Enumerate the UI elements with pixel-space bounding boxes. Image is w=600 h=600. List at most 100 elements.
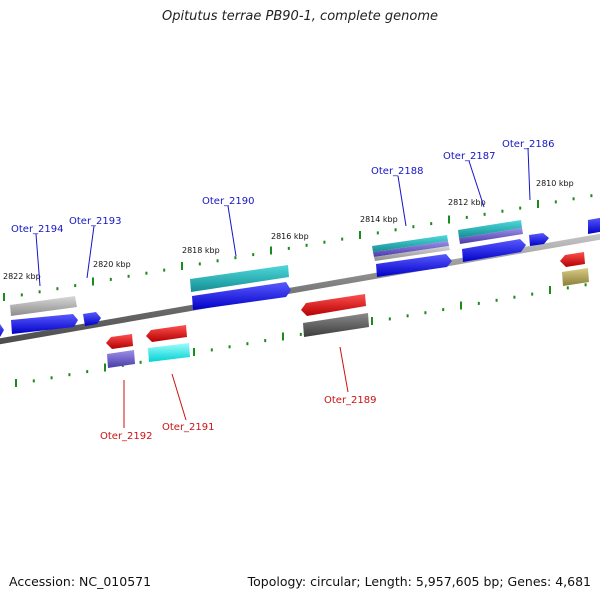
map-title: Opitutus terrae PB90-1, complete genome [161,9,439,24]
gene-oter-2186-blue[interactable] [529,233,549,246]
scale-tick [448,215,450,224]
scale-label-2812: 2812 kbp [448,198,486,207]
scale-tick [282,332,284,341]
gene-oter-2188-blue[interactable] [376,254,452,277]
genome-summary-label: Topology: circular; Length: 5,957,605 bp… [247,574,591,589]
scale-label-2820: 2820 kbp [93,260,131,269]
scale-tick [406,314,409,318]
scale-label-2810: 2810 kbp [536,179,574,188]
label-oter-2194[interactable]: Oter_2194 [11,224,64,235]
scale-tick [234,256,237,260]
scale-tick [572,197,575,201]
scale-tick [537,200,539,208]
scale-tick [388,317,391,321]
scale-tick [376,231,379,235]
scale-tick [566,286,569,290]
scale-label-2816: 2816 kbp [271,232,309,241]
gene-oter-2191-cyan[interactable] [148,343,190,362]
scale-tick [50,376,53,380]
label-oter-2192[interactable]: Oter_2192 [100,431,153,442]
gene-left-edge-blue[interactable] [0,324,4,338]
scale-tick [181,262,183,270]
gene-oter-2187-steel[interactable] [459,228,523,244]
gene-right-olive[interactable] [562,268,589,286]
accession-label: Accession: NC_010571 [9,574,152,589]
scale-tick [495,298,498,302]
scale-tick [15,379,17,387]
forward-label-lines [35,147,531,287]
scale-tick [32,379,35,383]
scale-tick [210,348,213,352]
scale-tick [127,274,130,278]
reverse-label-lines [123,346,349,428]
scale-tick [74,284,77,288]
scale-tick [359,231,361,239]
scale-tick [198,262,201,266]
gene-oter-2188-purple[interactable] [373,241,449,257]
scale-tick [477,301,480,305]
scale-tick [3,293,5,301]
gene-oter-2190-blue[interactable] [192,282,291,310]
scale-tick [513,295,516,299]
label-oter-2186[interactable]: Oter_2186 [502,139,555,150]
scale-ticks-upper [3,194,593,301]
scale-tick [20,293,23,297]
scale-tick [341,237,344,241]
scale-tick [252,253,255,257]
scale-tick [519,206,522,210]
label-oter-2189[interactable]: Oter_2189 [324,395,377,406]
scale-tick [424,311,427,315]
scale-label-2814: 2814 kbp [360,215,398,224]
gene-oter-2192-red[interactable] [106,334,133,349]
gene-oter-2188-gray[interactable] [374,246,450,261]
label-oter-2191[interactable]: Oter_2191 [162,422,215,433]
scale-tick [531,292,534,296]
gene-oter-2194-gray[interactable] [10,296,77,316]
gene-oter-2187-blue[interactable] [462,239,526,262]
scale-tick [549,286,551,294]
label-oter-2187[interactable]: Oter_2187 [443,151,496,162]
scale-tick [412,225,415,229]
scale-tick [460,301,462,310]
gene-oter-2190-teal[interactable] [190,265,289,292]
gene-right-red[interactable] [560,252,585,267]
label-oter-2188[interactable]: Oter_2188 [371,166,424,177]
scale-tick [216,259,219,263]
scale-tick [145,271,148,275]
scale-tick [163,268,166,272]
gene-oter-2189-dark[interactable] [303,313,369,337]
scale-tick [590,194,593,198]
scale-tick [287,246,290,250]
gene-oter-2192-purple[interactable] [107,350,135,368]
scale-tick [38,290,41,294]
scale-tick [86,370,89,374]
scale-tick [68,373,71,377]
gene-oter-2194-blue[interactable] [11,314,78,334]
scale-tick [584,283,587,287]
gene-right-edge-blue[interactable] [588,217,600,234]
gene-oter-2187-teal[interactable] [458,220,522,238]
label-oter-2190[interactable]: Oter_2190 [202,196,255,207]
gene-oter-2191-red[interactable] [146,325,187,342]
forward-features [0,217,600,338]
gene-oter-2189-red[interactable] [301,294,366,316]
scale-tick [305,243,308,247]
gene-oter-2193-blue[interactable] [83,312,101,326]
scale-tick [323,240,326,244]
label-oter-2193[interactable]: Oter_2193 [69,216,122,227]
scale-tick [246,342,249,346]
scale-label-2818: 2818 kbp [182,246,220,255]
scale-tick [442,308,445,312]
scale-label-2822: 2822 kbp [3,272,41,281]
scale-tick [430,222,433,226]
scale-tick [483,212,486,216]
scale-tick [465,215,468,219]
scale-tick [139,360,142,364]
scale-tick [228,345,231,349]
scale-tick [394,228,397,232]
scale-tick [193,348,195,356]
scale-tick [92,277,94,286]
gene-oter-2188-teal[interactable] [372,235,448,252]
scale-tick [299,332,302,336]
